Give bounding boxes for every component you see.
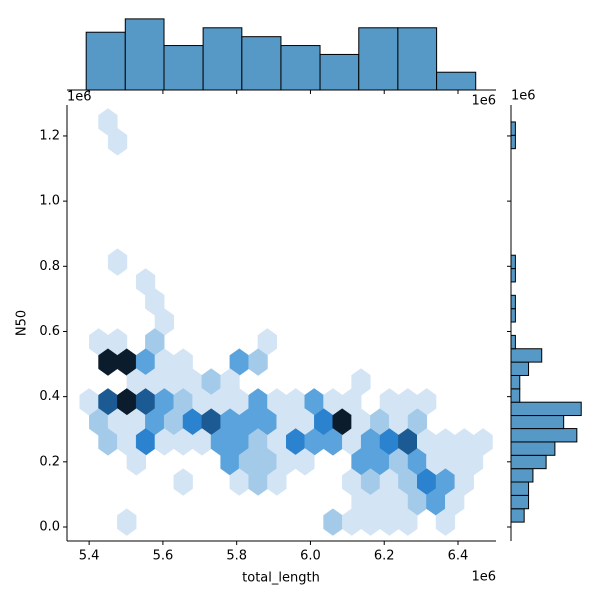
- histogram-bar: [510, 294, 516, 310]
- hexbin: [173, 468, 193, 496]
- y-tick-label: 0.2: [39, 454, 60, 469]
- y-tick-label: 0.6: [39, 324, 60, 339]
- y-offset-label: 1e6: [67, 90, 92, 105]
- y-tick-label: 1.2: [39, 128, 60, 143]
- x-axis-label: total_length: [242, 571, 320, 586]
- top-x-offset-label: 1e6: [471, 94, 496, 109]
- x-tick-label: 6.4: [448, 549, 469, 564]
- histogram-bar: [510, 121, 516, 136]
- histogram-bar: [510, 441, 556, 456]
- right-y-offset-label: 1e6: [511, 89, 536, 104]
- histogram-bar: [510, 454, 547, 470]
- y-axis-label: N50: [15, 310, 30, 336]
- histogram-bar: [510, 494, 530, 510]
- histogram-bar: [358, 27, 399, 91]
- histogram-bar: [280, 45, 321, 91]
- y-tick-label: 1.0: [39, 194, 60, 209]
- histogram-bar: [510, 268, 516, 283]
- hexbin: [267, 468, 287, 496]
- histogram-bar: [510, 508, 525, 523]
- histogram-bar: [319, 53, 360, 91]
- x-tick-label: 6.2: [374, 549, 395, 564]
- histogram-bar: [510, 134, 516, 150]
- histogram-bar: [510, 401, 582, 417]
- hexbin: [107, 128, 128, 156]
- histogram-bar: [436, 71, 477, 91]
- histogram-bar: [510, 334, 516, 350]
- histogram-bar: [510, 428, 578, 443]
- y-tick-label: 0.4: [39, 389, 60, 404]
- hexbin: [117, 508, 137, 536]
- histogram-bar: [241, 36, 282, 91]
- histogram-bar: [163, 45, 204, 91]
- histogram-bar: [85, 31, 126, 91]
- histogram-bar: [510, 374, 521, 390]
- hexbin: [248, 348, 268, 376]
- histogram-bar: [510, 348, 543, 363]
- y-tick-label: 0.8: [39, 259, 60, 274]
- histogram-bar: [510, 361, 530, 376]
- hexbin: [107, 248, 128, 276]
- histogram-bar: [510, 254, 516, 270]
- hexbin: [398, 508, 418, 536]
- histogram-bar: [202, 27, 243, 91]
- histogram-bar: [397, 27, 438, 91]
- y-tick-label: 0.0: [39, 519, 60, 534]
- hexbin: [295, 448, 315, 476]
- hexbin: [126, 448, 146, 476]
- histogram-bar: [510, 481, 530, 496]
- x-tick-label: 6.0: [300, 549, 321, 564]
- histogram-bar: [510, 388, 521, 403]
- histogram-bar: [510, 308, 516, 323]
- histogram-bar: [510, 415, 565, 430]
- histogram-bar: [124, 18, 165, 91]
- histogram-bar: [510, 468, 534, 483]
- x-tick-label: 5.4: [79, 549, 100, 564]
- x-tick-label: 5.8: [226, 549, 247, 564]
- hexbin: [323, 508, 343, 536]
- x-tick-label: 5.6: [153, 549, 174, 564]
- hexbin: [435, 508, 456, 536]
- x-offset-label: 1e6: [471, 570, 496, 585]
